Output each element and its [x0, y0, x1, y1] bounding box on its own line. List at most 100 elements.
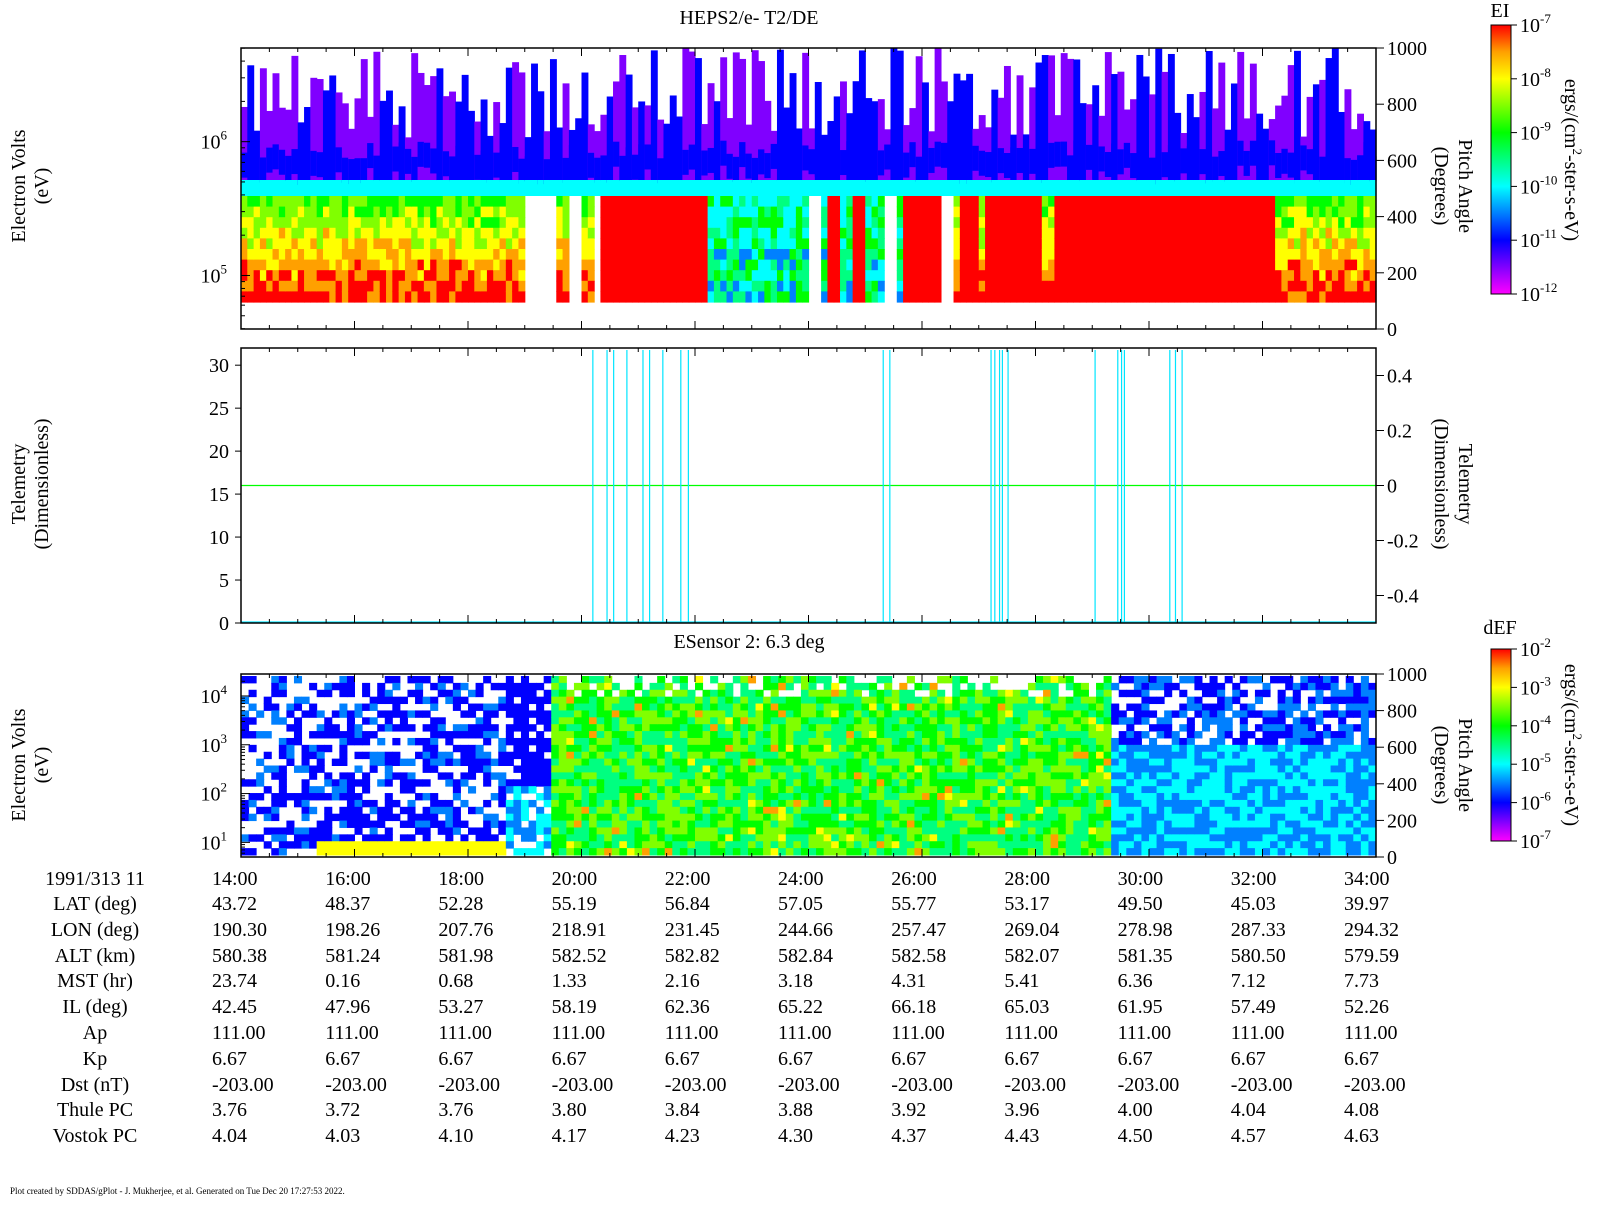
heatmap-cell — [786, 738, 794, 745]
heatmap-cell — [291, 249, 298, 260]
heatmap-cell — [247, 281, 254, 292]
heatmap-cell — [1066, 683, 1074, 690]
heatmap-cell — [347, 683, 355, 690]
heatmap-cell — [273, 144, 280, 169]
heatmap-cell — [588, 196, 595, 207]
heatmap-cell — [727, 281, 734, 292]
heatmap-cell — [361, 270, 368, 281]
heatmap-cell — [859, 217, 866, 228]
heatmap-cell — [627, 821, 635, 828]
heatmap-cell — [786, 717, 794, 724]
heatmap-cell — [1073, 807, 1081, 814]
heatmap-cell — [740, 717, 748, 724]
heatmap-cell — [619, 281, 626, 292]
heatmap-cell — [899, 827, 907, 834]
heatmap-cell — [865, 238, 872, 249]
heatmap-cell — [740, 724, 748, 731]
heatmap-cell — [600, 249, 607, 260]
heatmap-cell — [975, 724, 983, 731]
heatmap-cell — [718, 807, 726, 814]
heatmap-cell — [937, 745, 945, 752]
heatmap-cell — [518, 238, 525, 249]
heatmap-cell — [884, 759, 892, 766]
heatmap-cell — [756, 759, 764, 766]
heatmap-cell — [483, 766, 491, 773]
heatmap-cell — [483, 759, 491, 766]
heatmap-cell — [725, 827, 733, 834]
heatmap-cell — [513, 814, 521, 821]
heatmap-cell — [909, 228, 916, 239]
heatmap-cell — [771, 772, 779, 779]
heatmap-cell — [831, 766, 839, 773]
heatmap-cell — [487, 249, 494, 260]
heatmap-cell — [460, 841, 468, 848]
heatmap-cell — [645, 249, 652, 260]
heatmap-cell — [544, 710, 552, 717]
heatmap-cell — [373, 156, 380, 181]
heatmap-cell — [373, 260, 380, 271]
heatmap-cell — [1168, 291, 1175, 302]
heatmap-cell — [718, 793, 726, 800]
y-tick-label: 106 — [201, 128, 228, 154]
heatmap-cell — [1313, 196, 1320, 207]
heatmap-cell — [846, 738, 854, 745]
panel-1-ylabel-left-1: Electron Volts — [8, 129, 30, 242]
heatmap-cell — [1111, 841, 1119, 848]
heatmap-cell — [1288, 228, 1295, 239]
heatmap-cell — [972, 228, 979, 239]
heatmap-cell — [840, 228, 847, 239]
heatmap-cell — [634, 793, 642, 800]
heatmap-cell — [710, 704, 718, 711]
heatmap-cell — [1013, 834, 1021, 841]
heatmap-cell — [506, 238, 513, 249]
heatmap-cell — [786, 841, 794, 848]
heatmap-cell — [491, 731, 499, 738]
heatmap-cell — [983, 717, 991, 724]
heatmap-cell — [348, 180, 355, 196]
heatmap-cell — [597, 704, 605, 711]
heatmap-cell — [1294, 249, 1301, 260]
heatmap-cell — [756, 834, 764, 841]
heatmap-cell — [733, 676, 741, 683]
heatmap-cell — [1066, 807, 1074, 814]
heatmap-cell — [529, 800, 537, 807]
heatmap-cell — [536, 738, 544, 745]
heatmap-cell — [1237, 270, 1244, 281]
heatmap-cell — [355, 821, 363, 828]
heatmap-cell — [1357, 249, 1364, 260]
heatmap-cell — [1256, 291, 1263, 302]
heatmap-cell — [309, 827, 317, 834]
heatmap-cell — [491, 683, 499, 690]
heatmap-cell — [945, 800, 953, 807]
heatmap-cell — [1073, 260, 1080, 271]
heatmap-cell — [975, 731, 983, 738]
heatmap-cell — [347, 710, 355, 717]
heatmap-cell — [1155, 180, 1162, 196]
heatmap-cell — [513, 848, 521, 855]
heatmap-cell — [695, 814, 703, 821]
heatmap-cell — [291, 228, 298, 239]
heatmap-cell — [975, 841, 983, 848]
heatmap-cell — [1020, 759, 1028, 766]
heatmap-cell — [1256, 228, 1263, 239]
heatmap-cell — [1104, 683, 1112, 690]
heatmap-cell — [1104, 676, 1112, 683]
heatmap-cell — [778, 793, 786, 800]
heatmap-cell — [990, 717, 998, 724]
heatmap-cell — [1058, 717, 1066, 724]
heatmap-cell — [399, 238, 406, 249]
heatmap-cell — [582, 827, 590, 834]
heatmap-cell — [336, 147, 343, 172]
heatmap-cell — [802, 270, 809, 281]
heatmap-cell — [916, 249, 923, 260]
heatmap-cell — [801, 717, 809, 724]
heatmap-cell — [574, 697, 582, 704]
heatmap-cell — [342, 158, 349, 183]
heatmap-cell — [1351, 238, 1358, 249]
heatmap-cell — [1332, 281, 1339, 292]
heatmap-cell — [1036, 752, 1044, 759]
heatmap-cell — [937, 834, 945, 841]
heatmap-cell — [1231, 207, 1238, 218]
heatmap-cell — [332, 759, 340, 766]
heatmap-cell — [1111, 260, 1118, 271]
